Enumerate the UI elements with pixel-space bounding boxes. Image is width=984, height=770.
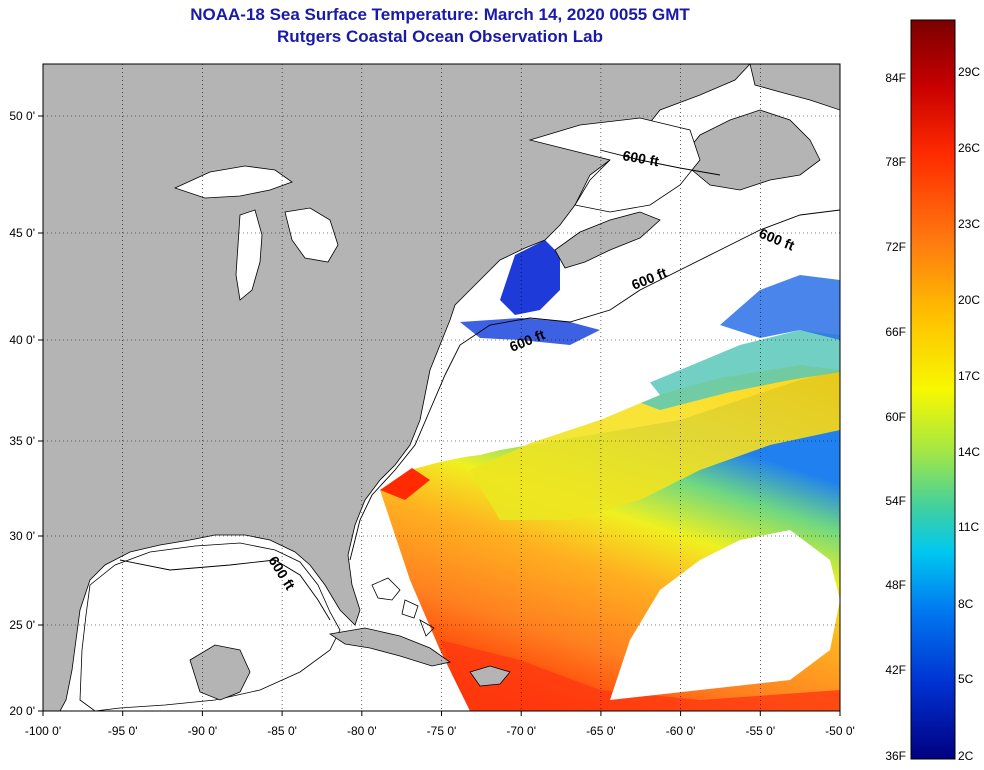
nova-scotia bbox=[554, 211, 661, 269]
colorbar-c-label: 23C bbox=[958, 217, 980, 231]
bahamas bbox=[371, 577, 435, 637]
colorbar-c-label: 5C bbox=[958, 672, 974, 686]
colorbar-c-label: 11C bbox=[958, 520, 979, 534]
lat-tick-label: 30 0' bbox=[9, 529, 35, 543]
sst-cold-patches bbox=[720, 275, 840, 340]
cloud-gap-north bbox=[440, 370, 660, 460]
colorbar bbox=[910, 19, 956, 760]
lat-tick-label: 50 0' bbox=[9, 109, 35, 123]
colorbar-c-label: 26C bbox=[958, 141, 980, 155]
lon-tick-label: -95 0' bbox=[108, 724, 138, 738]
sst-warm-band bbox=[470, 365, 840, 520]
lon-tick-label: -90 0' bbox=[188, 724, 218, 738]
shelf-contour-600ft bbox=[119, 149, 840, 621]
title-line-1: NOAA-18 Sea Surface Temperature: March 1… bbox=[190, 5, 690, 24]
newfoundland bbox=[679, 109, 821, 191]
colorbar-f-label: 48F bbox=[885, 578, 906, 592]
hispaniola bbox=[469, 665, 511, 687]
cold-gulf-of-maine bbox=[500, 240, 560, 315]
lon-tick-label: -75 0' bbox=[427, 724, 457, 738]
cloud-gap bbox=[610, 530, 840, 700]
lon-tick-label: -70 0' bbox=[506, 724, 536, 738]
colorbar-f-label: 84F bbox=[885, 71, 906, 85]
sst-cool-fringe bbox=[620, 330, 840, 410]
yucatan bbox=[189, 644, 251, 701]
colorbar-c-label: 20C bbox=[958, 293, 980, 307]
colorbar-f-label: 60F bbox=[885, 410, 906, 424]
gulf-st-lawrence bbox=[528, 117, 701, 213]
lon-tick-label: -60 0' bbox=[666, 724, 696, 738]
lat-tick-label: 20 0' bbox=[9, 704, 35, 718]
colorbar-c-label: 17C bbox=[958, 369, 980, 383]
map-title: NOAA-18 Sea Surface Temperature: March 1… bbox=[0, 4, 880, 48]
lon-tick-label: -85 0' bbox=[267, 724, 297, 738]
longitude-axis: -100 0' -95 0' -90 0' -85 0' -80 0' -75 0' -70… bbox=[25, 711, 855, 738]
lon-tick-label: -80 0' bbox=[347, 724, 377, 738]
colorbar-f-label: 66F bbox=[885, 325, 906, 339]
colorbar-c-label: 2C bbox=[958, 749, 974, 763]
lake-michigan bbox=[235, 209, 263, 301]
title-line-2: Rutgers Coastal Ocean Observation Lab bbox=[277, 27, 603, 46]
lat-tick-label: 45 0' bbox=[9, 226, 35, 240]
lon-tick-label: -55 0' bbox=[745, 724, 775, 738]
labrador-coast bbox=[749, 64, 840, 111]
lat-tick-label: 25 0' bbox=[9, 618, 35, 632]
cold-shelf-patch bbox=[460, 318, 600, 345]
north-america-land bbox=[43, 64, 751, 711]
colorbar-c-label: 8C bbox=[958, 597, 974, 611]
lon-tick-label: -50 0' bbox=[825, 724, 855, 738]
colorbar-f-label: 42F bbox=[885, 663, 906, 677]
lake-superior bbox=[173, 165, 293, 199]
lat-tick-label: 35 0' bbox=[9, 434, 35, 448]
lake-huron bbox=[284, 207, 339, 263]
colorbar-c-label: 14C bbox=[958, 445, 980, 459]
colorbar-f-label: 36F bbox=[885, 749, 906, 763]
contour-label-st-lawrence: 600 ft bbox=[621, 147, 660, 169]
sst-hot-northwest-corner bbox=[380, 468, 430, 500]
colorbar-f-label: 54F bbox=[885, 494, 906, 508]
graticule bbox=[43, 64, 840, 711]
colorbar-fahrenheit-labels: 84F 78F 72F 66F 60F 54F 48F 42F 36F bbox=[885, 71, 906, 763]
cuba bbox=[328, 627, 451, 667]
lon-tick-label: -100 0' bbox=[25, 724, 61, 738]
map-plot-area bbox=[43, 64, 840, 711]
latitude-axis: 50 0' 45 0' 40 0' 35 0' 30 0' 25 0' 20 0' bbox=[9, 109, 43, 718]
sst-hot-south bbox=[440, 640, 840, 711]
colorbar-f-label: 78F bbox=[885, 155, 906, 169]
gulf-of-mexico bbox=[79, 542, 341, 711]
colorbar-c-label: 29C bbox=[958, 65, 980, 79]
lat-tick-label: 40 0' bbox=[9, 333, 35, 347]
colorbar-f-label: 72F bbox=[885, 240, 906, 254]
colorbar-celsius-labels: 29C 26C 23C 20C 17C 14C 11C 8C 5C 2C bbox=[958, 65, 980, 763]
lon-tick-label: -65 0' bbox=[586, 724, 616, 738]
